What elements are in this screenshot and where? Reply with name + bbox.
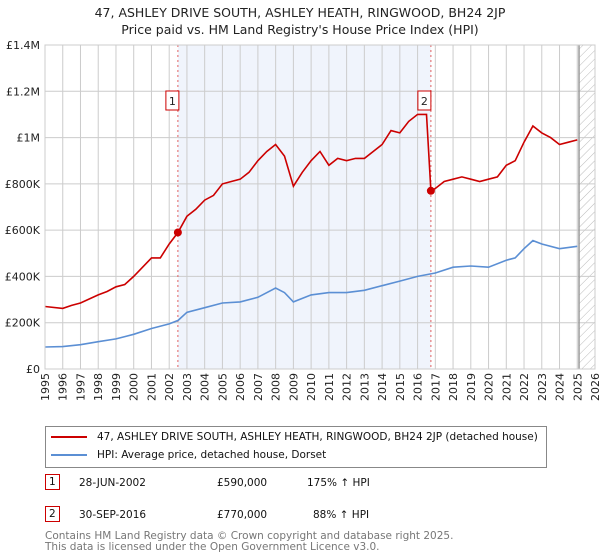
legend-label: 47, ASHLEY DRIVE SOUTH, ASHLEY HEATH, RI… [97,431,538,443]
future-hatch [579,45,595,369]
x-tick-label: 2023 [536,373,549,401]
x-tick-label: 1998 [92,373,105,401]
x-tick-label: 1999 [110,373,123,401]
title-subtitle: Price paid vs. HM Land Registry's House … [121,22,479,37]
x-tick-label: 2005 [216,373,229,401]
x-tick-label: 2014 [376,373,389,401]
x-tick-label: 2003 [181,373,194,401]
plot-border [44,44,596,370]
sale-badge [165,90,180,111]
x-tick-label: 2002 [163,373,176,401]
sale-point [173,228,182,237]
x-tick-label: 2024 [554,373,567,401]
transaction-price: £770,000 [217,509,268,521]
sale-period-shading [177,45,431,369]
y-tick-label: £1M [17,132,41,145]
property-series-line [44,113,578,310]
y-tick-label: £800K [5,178,41,191]
x-tick-label: 2008 [270,373,283,401]
y-tick-label: £1.2M [6,85,40,98]
title-address: 47, ASHLEY DRIVE SOUTH, ASHLEY HEATH, RI… [94,5,506,20]
x-tick-label: 2006 [234,373,247,401]
legend-swatch-red [51,436,87,438]
x-tick-label: 2011 [323,373,336,401]
x-tick-label: 1995 [39,373,52,401]
x-tick-label: 2019 [465,373,478,401]
x-tick-label: 2013 [358,373,371,401]
x-tick-label: 2021 [500,373,513,401]
x-tick-label: 2026 [589,373,600,401]
y-tick-label: £1.4M [6,39,40,52]
legend-item-hpi: HPI: Average price, detached house, Dors… [46,449,326,461]
x-tick-label: 2018 [447,373,460,401]
y-tick-label: £400K [5,270,41,283]
legend-label: HPI: Average price, detached house, Dors… [97,449,327,461]
x-tick-label: 2012 [341,373,354,401]
legend-item-property: 47, ASHLEY DRIVE SOUTH, ASHLEY HEATH, RI… [46,431,538,443]
sale-badge-label: 1 [169,95,176,108]
footer-licence: This data is licensed under the Open Gov… [45,541,380,553]
x-tick-label: 2010 [305,373,318,401]
sale-badge-label: 2 [421,95,428,108]
sale-badge [417,90,432,111]
x-tick-label: 2015 [394,373,407,401]
transaction-badge: 2 [45,506,60,522]
x-tick-label: 2017 [429,373,442,401]
x-tick-label: 2004 [199,373,212,401]
transaction-date: 30-SEP-2016 [79,509,147,521]
legend-swatch-blue [51,454,87,456]
transaction-hpi: 88% ↑ HPI [313,509,370,521]
x-tick-label: 2001 [145,373,158,401]
y-tick-label: £200K [5,317,41,330]
transaction-date: 28-JUN-2002 [79,477,146,489]
transaction-badge: 1 [45,474,60,490]
footer-copyright: Contains HM Land Registry data © Crown c… [45,530,454,542]
transaction-price: £590,000 [217,477,268,489]
chart-title: 47, ASHLEY DRIVE SOUTH, ASHLEY HEATH, RI… [0,4,600,38]
x-tick-label: 1997 [74,373,87,401]
footer: Contains HM Land Registry data © Crown c… [45,531,453,553]
x-tick-label: 2007 [252,373,265,401]
x-tick-label: 2000 [128,373,141,401]
y-tick-label: £0 [26,363,40,376]
x-tick-label: 2009 [287,373,300,401]
hpi-series-line [44,239,578,348]
x-tick-label: 2020 [483,373,496,401]
x-tick-label: 2025 [571,373,584,401]
x-tick-label: 2016 [412,373,425,401]
sale-point [426,186,435,195]
x-tick-label: 2022 [518,373,531,401]
price-chart: 1995 1996 1997 1998 1999 2000 2001 2002 2003 2004… [5,39,600,401]
y-tick-label: £600K [5,224,41,237]
transaction-hpi: 175% ↑ HPI [307,477,370,489]
legend: 47, ASHLEY DRIVE SOUTH, ASHLEY HEATH, RI… [45,426,547,468]
x-tick-label: 1996 [57,373,70,401]
